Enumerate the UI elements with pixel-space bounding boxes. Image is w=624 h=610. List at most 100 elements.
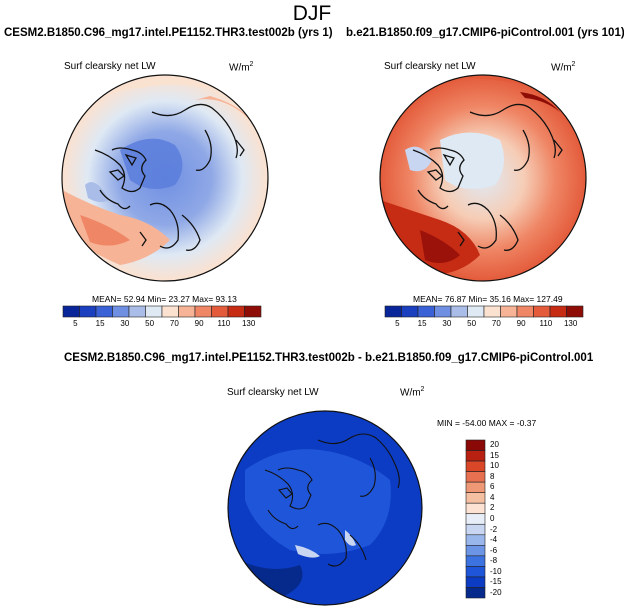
diff-colorbar-swatch: [465, 513, 486, 525]
right-colorbar-tick-label: 70: [491, 319, 501, 328]
diff-colorbar-swatch: [465, 566, 486, 578]
right-cool-arctic: [440, 132, 504, 189]
right-colorbar-tick-label: 15: [417, 319, 427, 328]
diff-colorbar-tick-label: 0: [490, 514, 495, 523]
left-warm-core: [80, 215, 130, 246]
diff-colorbar-tick-label: 20: [490, 440, 499, 450]
diff-map: [228, 411, 422, 605]
left-colorbar-swatch: [62, 305, 80, 318]
right-hot-patch-ne: [520, 92, 560, 112]
diff-colorbar-tick-label: -8: [490, 556, 498, 566]
diff-units-label: W/m2: [400, 386, 425, 399]
diff-colorbar-swatch: [465, 576, 486, 588]
diff-dark-blue-atlantic: [240, 560, 303, 598]
left-warm-atlantic: [62, 190, 170, 265]
diff-mid-blue: [245, 449, 391, 554]
left-units-label: W/m2: [229, 61, 254, 74]
right-colorbar-tick-label: 110: [539, 319, 553, 328]
right-colorbar-swatch: [500, 305, 518, 318]
left-colorbar-swatch: [128, 305, 146, 318]
right-colorbar-tick-label: 5: [395, 319, 400, 328]
right-panel-title: b.e21.B1850.f09_g17.CMIP6-piControl.001 …: [346, 27, 624, 39]
right-colorbar-swatch: [549, 305, 567, 318]
right-colorbar-swatch: [434, 305, 452, 318]
diff-colorbar-swatch: [465, 545, 486, 557]
right-colorbar-swatch: [483, 305, 501, 318]
diff-map-border: [227, 410, 423, 606]
right-colorbar-swatch: [384, 305, 402, 318]
right-map-border: [379, 74, 587, 282]
left-colorbar-swatch: [194, 305, 212, 318]
left-colorbar-swatch: [79, 305, 97, 318]
diff-colorbar-swatch: [465, 481, 486, 493]
right-coastlines: [412, 103, 563, 251]
diff-colorbar-swatch: [465, 471, 486, 483]
left-colorbar-swatch: [145, 305, 163, 318]
right-hot-core: [420, 230, 460, 264]
diff-colorbar-tick-label: -6: [490, 545, 498, 555]
diff-colorbar-swatch: [465, 439, 486, 451]
right-units-label: W/m2: [551, 61, 576, 74]
right-map: [380, 75, 586, 281]
left-map: [62, 75, 268, 281]
right-colorbar-swatch: [516, 305, 534, 318]
left-variable-label: Surf clearsky net LW: [64, 61, 156, 72]
diff-panel-title: CESM2.B1850.C96_mg17.intel.PE1152.THR3.t…: [64, 352, 594, 364]
left-colorbar-swatch: [112, 305, 130, 318]
diff-colorbar-swatch: [465, 450, 486, 462]
right-colorbar-swatch: [417, 305, 435, 318]
right-colorbar-tick-label: 50: [467, 319, 477, 328]
left-colorbar-tick-label: 110: [217, 319, 231, 328]
left-colorbar-tick-label: 90: [194, 319, 204, 328]
diff-colorbar-tick-label: 8: [490, 471, 495, 481]
left-stats: MEAN= 52.94 Min= 23.27 Max= 93.13: [92, 294, 237, 304]
right-colorbar-tick-label: 90: [516, 319, 526, 328]
left-colorbar-swatch: [227, 305, 245, 318]
diff-light-patch-1: [295, 545, 320, 558]
left-colorbar-tick-label: 130: [241, 319, 256, 328]
diff-colorbar-tick-label: 15: [490, 450, 499, 460]
diff-colorbar-tick-label: 4: [490, 492, 495, 502]
right-colorbar-swatch: [533, 305, 551, 318]
diff-colorbar-tick-label: -2: [490, 524, 498, 534]
diff-colorbar-swatch: [465, 534, 486, 546]
right-cool-patch: [405, 146, 432, 172]
left-colorbar-swatch: [161, 305, 179, 318]
diff-colorbar-swatch: [465, 587, 486, 599]
right-colorbar-tick-label: 30: [442, 319, 452, 328]
right-colorbar-swatch: [450, 305, 468, 318]
left-map-border: [61, 74, 269, 282]
left-colorbar-tick-label: 5: [73, 319, 78, 328]
diff-colorbar-tick-label: 10: [490, 461, 499, 471]
diff-coastlines: [264, 433, 400, 567]
diff-colorbar-swatch: [465, 492, 486, 504]
diff-colorbar-tick-label: -20: [490, 587, 502, 597]
diff-colorbar-swatch: [465, 555, 486, 567]
diff-colorbar-tick-label: -15: [490, 577, 502, 587]
diff-colorbar-tick-label: 2: [490, 503, 495, 513]
left-colorbar-swatch: [244, 305, 262, 318]
right-colorbar-swatch: [401, 305, 419, 318]
diff-colorbar-tick-label: -10: [490, 566, 502, 576]
left-colorbar-tick-label: 50: [145, 319, 155, 328]
left-colorbar-tick-label: 30: [120, 319, 130, 328]
diff-colorbar-tick-label: -4: [490, 535, 498, 545]
diff-colorbar-swatch: [465, 523, 486, 536]
diff-colorbar: [465, 439, 486, 599]
left-panel-title: CESM2.B1850.C96_mg17.intel.PE1152.THR3.t…: [4, 27, 333, 39]
diff-colorbar-swatch: [465, 502, 486, 515]
right-colorbar-swatch: [467, 305, 485, 318]
left-coastlines: [94, 103, 245, 251]
diff-light-patch-2: [345, 530, 356, 546]
right-colorbar: [384, 305, 584, 318]
left-colorbar-tick-label: 70: [169, 319, 179, 328]
left-colorbar-swatch: [95, 305, 113, 318]
diff-colorbar-tick-label: 6: [490, 482, 495, 492]
diff-stats: MIN = -54.00 MAX = -0.37: [437, 418, 537, 428]
left-colorbar: [62, 305, 262, 318]
figure-title: DJF: [292, 2, 332, 25]
left-warm-patch-ne: [195, 96, 250, 120]
right-colorbar-tick-label: 130: [563, 319, 578, 328]
right-variable-label: Surf clearsky net LW: [384, 61, 476, 72]
